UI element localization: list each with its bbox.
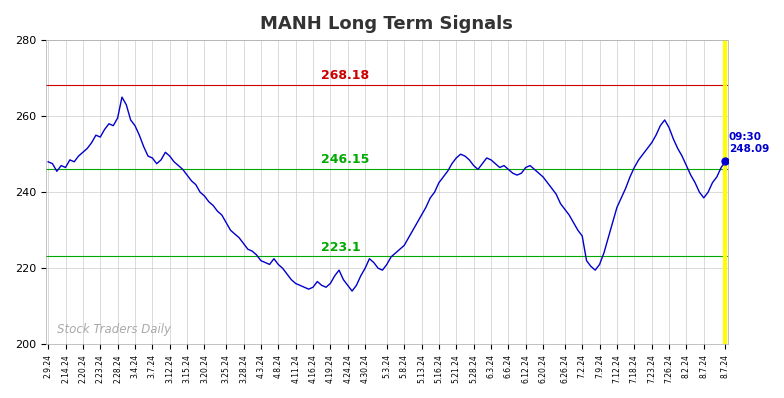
Text: 246.15: 246.15: [321, 153, 369, 166]
Text: 09:30
248.09: 09:30 248.09: [729, 132, 769, 154]
Title: MANH Long Term Signals: MANH Long Term Signals: [260, 15, 514, 33]
Text: 268.18: 268.18: [321, 69, 369, 82]
Text: Stock Traders Daily: Stock Traders Daily: [56, 323, 171, 336]
Text: 223.1: 223.1: [321, 241, 361, 254]
